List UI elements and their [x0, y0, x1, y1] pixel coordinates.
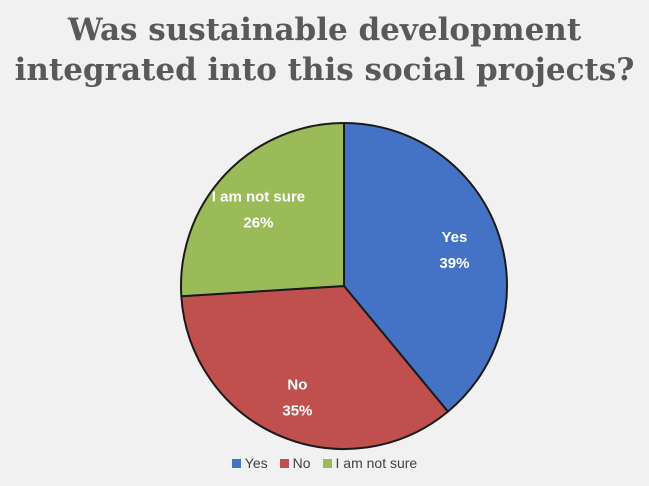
data-label-category-yes: Yes — [441, 229, 467, 246]
pie-slice-yes — [343, 122, 508, 413]
data-label-category-i-am-not-sure: I am not sure — [212, 189, 305, 206]
data-label-value-i-am-not-sure: 26% — [243, 215, 273, 232]
legend-item-no: No — [279, 455, 311, 471]
legend-label-not-sure: I am not sure — [335, 455, 418, 471]
legend-item-yes: Yes — [231, 455, 268, 471]
chart-title-line-2: integrated into this social projects? — [14, 52, 635, 88]
chart-title: Was sustainable development integrated i… — [0, 10, 649, 90]
data-label-category-no: No — [287, 377, 307, 394]
data-label-value-yes: 39% — [439, 255, 469, 272]
legend-item-not-sure: I am not sure — [322, 455, 418, 471]
chart-title-line-1: Was sustainable development — [67, 12, 582, 48]
legend-swatch-yes — [231, 458, 241, 468]
pie-slice-i-am-not-sure — [180, 122, 345, 298]
legend-swatch-not-sure — [322, 458, 332, 468]
data-label-value-no: 35% — [282, 403, 312, 420]
pie-slice-no — [180, 285, 449, 450]
legend-label-yes: Yes — [244, 455, 268, 471]
chart-legend: Yes No I am not sure — [0, 455, 649, 471]
legend-swatch-no — [279, 458, 289, 468]
legend-label-no: No — [292, 455, 311, 471]
